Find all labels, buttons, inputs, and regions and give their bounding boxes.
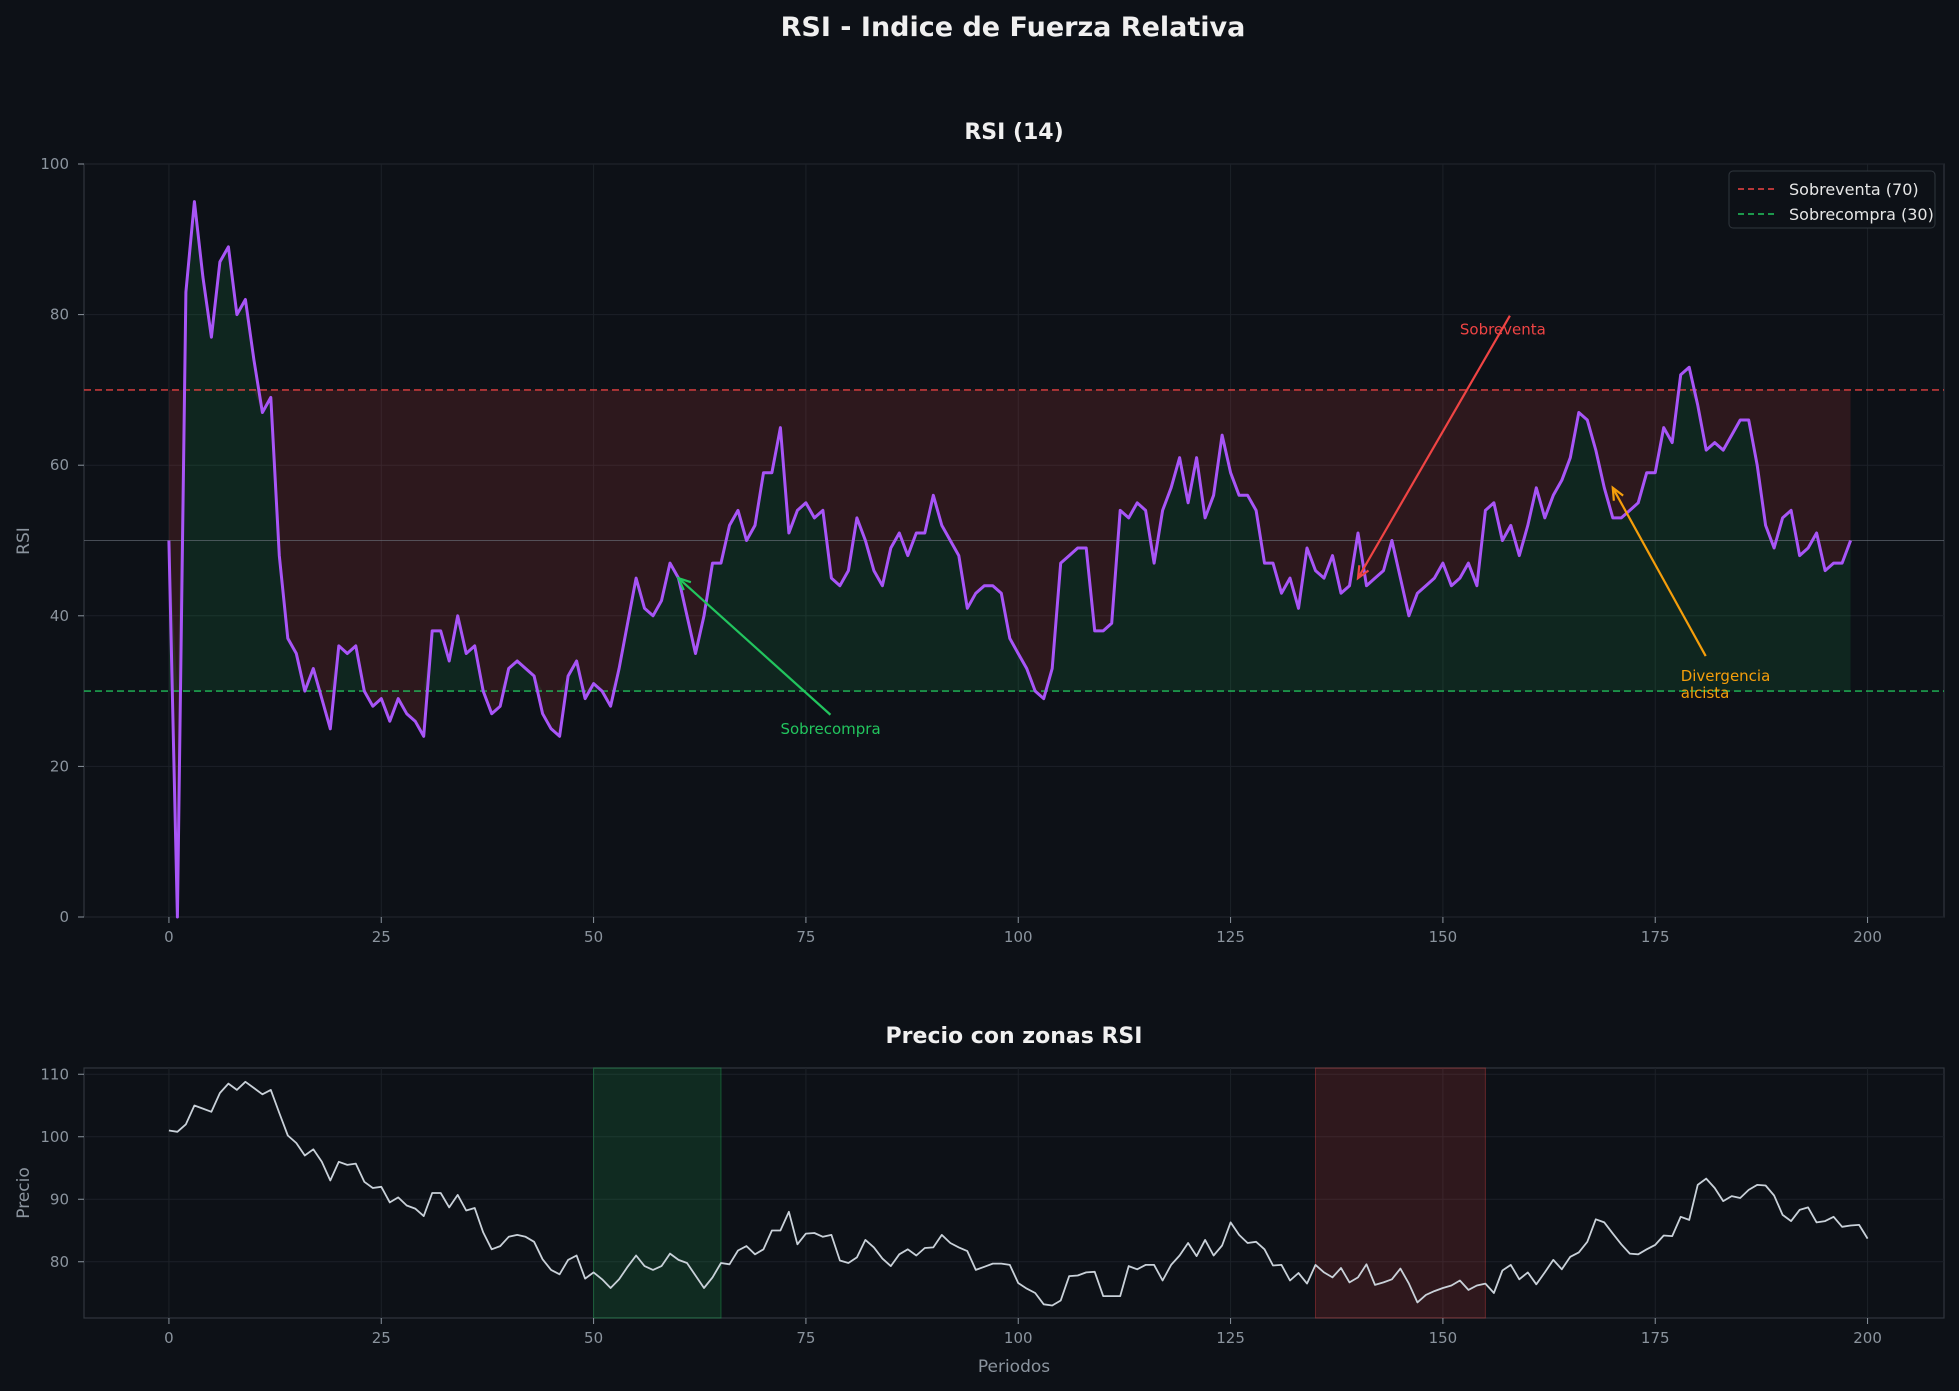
price-x-tick-label: 25 xyxy=(372,1329,391,1347)
annotation-arrow-shaft xyxy=(1357,315,1511,579)
price-x-tick-label: 50 xyxy=(584,1329,603,1347)
rsi-y-tick-label: 40 xyxy=(50,607,69,625)
rsi-y-tick-label: 60 xyxy=(50,456,69,474)
legend-box xyxy=(1728,170,1936,229)
rsi-y-tick-label: 0 xyxy=(59,908,69,926)
price-y-tick-label: 100 xyxy=(40,1128,69,1146)
price-x-tick-label: 75 xyxy=(796,1329,815,1347)
price-x-tick-label: 200 xyxy=(1853,1329,1882,1347)
price-panel: Precio con zonas RSI 0 25 50 75 100 125 150 175… xyxy=(14,1024,1945,1377)
rsi-x-tick-label: 150 xyxy=(1429,928,1458,946)
rsi-series-line xyxy=(167,200,1853,919)
annotation-arrow-shaft xyxy=(1611,487,1707,657)
legend-overbought-label: Sobreventa (70) xyxy=(1789,180,1919,199)
rsi-x-tick-label: 175 xyxy=(1641,928,1670,946)
rsi-x-tick-label: 50 xyxy=(584,928,603,946)
price-y-tick-label: 80 xyxy=(50,1253,69,1271)
price-y-tick-label: 90 xyxy=(50,1190,69,1208)
rsi-x-tick-label: 0 xyxy=(164,928,174,946)
price-x-tick-label: 100 xyxy=(1004,1329,1033,1347)
price-y-axis-label: Precio xyxy=(14,1167,34,1219)
price-x-tick-label: 0 xyxy=(164,1329,174,1347)
rsi-oversold-fill xyxy=(168,201,1851,692)
oversold-zone xyxy=(593,1067,722,1319)
rsi-x-tick-label: 200 xyxy=(1853,928,1882,946)
rsi-fill-zones xyxy=(168,201,1851,917)
rsi-x-ticks: 0 25 50 75 100 125 150 175 200 xyxy=(164,917,1882,946)
legend-oversold-label: Sobrecompra (30) xyxy=(1789,205,1934,224)
rsi-y-tick-label: 80 xyxy=(50,306,69,324)
price-x-tick-label: 125 xyxy=(1216,1329,1245,1347)
price-series-line xyxy=(168,1080,1869,1307)
rsi-y-tick-label: 100 xyxy=(40,155,69,173)
rsi-legend: Sobreventa (70) Sobrecompra (30) xyxy=(1728,170,1936,229)
price-x-tick-label: 150 xyxy=(1429,1329,1458,1347)
price-x-ticks: 0 25 50 75 100 125 150 175 200 xyxy=(164,1318,1882,1347)
overbought-zone xyxy=(1315,1067,1486,1319)
price-plot-area xyxy=(83,1067,1945,1319)
rsi-x-tick-label: 25 xyxy=(372,928,391,946)
annotation-label: Sobreventa xyxy=(1460,321,1546,339)
price-rsi-zones xyxy=(593,1067,1486,1319)
rsi-x-tick-label: 75 xyxy=(796,928,815,946)
rsi-reference-lines xyxy=(84,389,1944,692)
price-panel-title: Precio con zonas RSI xyxy=(886,1024,1143,1049)
price-y-tick-label: 110 xyxy=(40,1065,69,1083)
annotation-label: Sobrecompra xyxy=(780,720,880,738)
price-x-tick-label: 175 xyxy=(1641,1329,1670,1347)
price-y-ticks: 80 90 100 110 xyxy=(40,1065,84,1271)
annotation-label: alcista xyxy=(1681,684,1730,702)
annotation-arrow-head xyxy=(1611,485,1624,501)
annotation-label: Divergencia xyxy=(1681,667,1771,685)
rsi-y-tick-label: 20 xyxy=(50,757,69,775)
rsi-x-tick-label: 125 xyxy=(1216,928,1245,946)
annotation-arrow-shaft xyxy=(677,577,832,716)
rsi-panel-title: RSI (14) xyxy=(964,120,1063,145)
annotation-arrow-head xyxy=(676,576,692,591)
figure-title: RSI - Indice de Fuerza Relativa xyxy=(781,12,1246,43)
rsi-x-tick-label: 100 xyxy=(1004,928,1033,946)
rsi-overbought-fill xyxy=(168,389,1851,917)
rsi-y-ticks: 0 20 40 60 80 100 xyxy=(40,155,84,926)
price-x-axis-label: Periodos xyxy=(978,1357,1050,1377)
rsi-y-axis-label: RSI xyxy=(14,527,34,555)
rsi-panel: RSI (14) Sobreventa Sobrecompra Divergenci… xyxy=(14,120,1945,946)
annotation-arrow-head xyxy=(1356,565,1370,581)
